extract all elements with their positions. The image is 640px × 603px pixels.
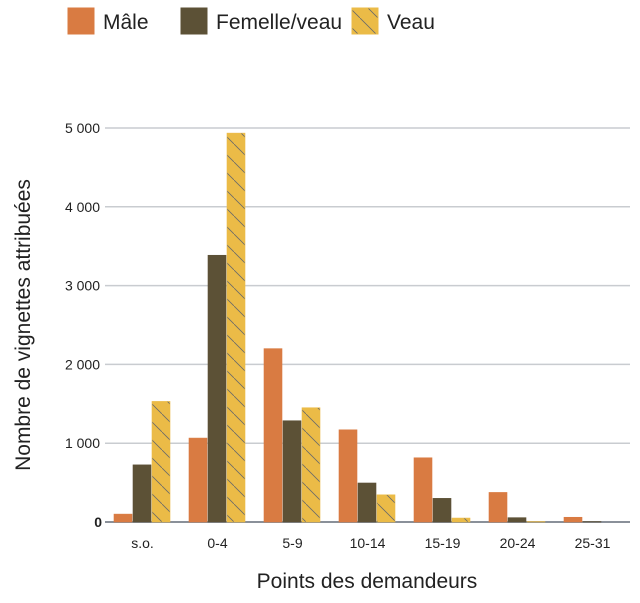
legend-label: Femelle/veau bbox=[216, 11, 342, 34]
legend-item: Veau bbox=[351, 7, 435, 35]
x-tick-label: 5-9 bbox=[282, 535, 302, 551]
legend-item: Mâle bbox=[67, 7, 149, 35]
y-tick-label: 5 000 bbox=[65, 120, 100, 136]
bar-veau-15-19 bbox=[451, 517, 471, 523]
legend-label: Veau bbox=[387, 11, 435, 34]
bar-femelle-veau-s.o. bbox=[132, 464, 152, 523]
x-axis-title: Points des demandeurs bbox=[257, 570, 478, 593]
bar-veau-10-14 bbox=[376, 494, 396, 523]
bar-femelle-veau-0-4 bbox=[207, 254, 227, 523]
bar-m-le-0-4 bbox=[188, 437, 208, 523]
bar-m-le-s.o. bbox=[113, 513, 133, 523]
bar-m-le-10-14 bbox=[338, 429, 358, 523]
bar-veau-5-9 bbox=[301, 407, 321, 523]
bar-veau-0-4 bbox=[226, 132, 246, 523]
legend-swatch bbox=[351, 7, 379, 35]
y-tick-label: 2 000 bbox=[65, 356, 100, 372]
x-tick-label: 10-14 bbox=[350, 535, 386, 551]
x-tick-label: 0-4 bbox=[207, 535, 227, 551]
bar-femelle-veau-20-24 bbox=[507, 517, 527, 523]
x-tick-label: s.o. bbox=[131, 535, 154, 551]
legend-swatch bbox=[180, 7, 208, 35]
bar-veau-s.o. bbox=[151, 401, 171, 523]
x-tick-label: 25-31 bbox=[575, 535, 611, 551]
y-tick-label: 3 000 bbox=[65, 278, 100, 294]
bar-m-le-5-9 bbox=[263, 348, 283, 523]
legend-swatch bbox=[67, 7, 95, 35]
bar-femelle-veau-10-14 bbox=[357, 482, 377, 523]
bar-femelle-veau-5-9 bbox=[282, 420, 302, 523]
y-tick-label: 4 000 bbox=[65, 199, 100, 215]
bar-femelle-veau-15-19 bbox=[432, 498, 452, 523]
bar-m-le-25-31 bbox=[563, 516, 583, 523]
y-tick-label: 0 bbox=[94, 514, 102, 530]
bar-m-le-15-19 bbox=[413, 457, 433, 523]
y-tick-label: 1 000 bbox=[65, 435, 100, 451]
y-axis-title: Nombre de vignettes attribuées bbox=[12, 179, 35, 471]
bar-m-le-20-24 bbox=[488, 492, 508, 523]
legend-label: Mâle bbox=[103, 11, 149, 34]
x-tick-label: 20-24 bbox=[500, 535, 536, 551]
legend-item: Femelle/veau bbox=[180, 7, 342, 35]
x-tick-label: 15-19 bbox=[425, 535, 461, 551]
